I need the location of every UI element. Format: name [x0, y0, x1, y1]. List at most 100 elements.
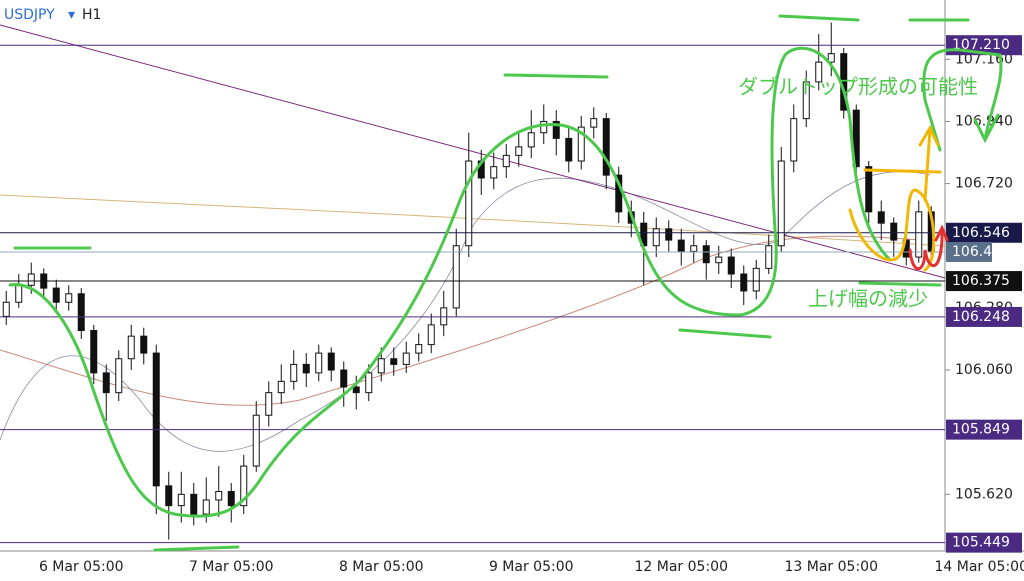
candle-body	[290, 363, 298, 382]
candle-body	[240, 465, 248, 507]
candle-body	[2, 301, 10, 317]
candle-body	[452, 245, 460, 309]
candle-body	[465, 160, 473, 247]
x-tick-label: 9 Mar 05:00	[489, 559, 574, 575]
candle-body	[277, 380, 285, 394]
candle-body	[515, 146, 523, 156]
moving-average	[0, 194, 946, 247]
candle-body	[402, 352, 410, 365]
down-arrow	[922, 48, 1003, 152]
candle-body	[490, 166, 498, 179]
dropdown-icon[interactable]: ▾	[68, 7, 75, 23]
candle-body	[52, 287, 60, 303]
annotation: 上げ幅の減少	[808, 287, 928, 311]
candle-body	[365, 372, 373, 394]
candle-body	[777, 160, 785, 247]
candle-body	[15, 284, 23, 303]
red-sketch	[908, 224, 949, 271]
candle-body	[315, 352, 323, 374]
y-tick-label: 106.720	[955, 176, 1013, 192]
candle-body	[502, 154, 510, 168]
candle-body	[152, 352, 160, 487]
price-axis: 107.160106.940106.720106.280106.060105.6…	[945, 35, 1022, 553]
price-level-label: 106.375	[952, 273, 1010, 289]
y-tick-label: 106.940	[955, 113, 1013, 129]
candle-body	[340, 369, 348, 388]
candle-body	[427, 324, 435, 346]
price-level-label: 106.248	[952, 309, 1010, 325]
candle-body	[127, 335, 135, 360]
candle-body	[190, 493, 198, 515]
price-level-label: 107.210	[952, 37, 1010, 53]
symbol: USDJPY	[4, 7, 55, 23]
y-tick-label: 106.060	[955, 362, 1013, 378]
candle-body	[202, 499, 210, 515]
price-level-box	[946, 271, 1022, 292]
candle-body	[415, 344, 423, 354]
candle-body	[440, 307, 448, 326]
price-level-box	[946, 222, 1022, 243]
x-tick-label: 6 Mar 05:00	[39, 559, 124, 575]
candle-body	[540, 120, 548, 134]
candle-body	[827, 53, 835, 63]
candle-body	[690, 245, 698, 252]
candle-body	[102, 372, 110, 394]
candle-body	[602, 118, 610, 176]
price-level-box	[946, 306, 1022, 327]
candle-body	[77, 293, 85, 331]
candle-body	[252, 414, 260, 467]
yellow-sketch	[848, 124, 942, 272]
candle-body	[740, 273, 748, 292]
last-price-label: 106.478	[952, 244, 1010, 260]
candle-body	[877, 211, 885, 224]
price-level-box	[946, 532, 1022, 553]
candle-body	[677, 239, 685, 252]
last-price-box	[946, 241, 992, 262]
candle-body	[815, 61, 823, 83]
candle-body	[790, 118, 798, 162]
candle-body	[377, 358, 385, 374]
candle-body	[227, 491, 235, 507]
timeframe: H1	[82, 7, 101, 23]
candle-body	[715, 256, 723, 264]
candle-body	[352, 386, 360, 394]
plot	[0, 22, 945, 544]
candle-body	[140, 335, 148, 354]
candle-body	[765, 245, 773, 269]
candle-body	[27, 273, 35, 286]
x-tick-label: 14 Mar 05:00	[935, 559, 1024, 575]
candle-body	[590, 118, 598, 128]
price-level-box	[946, 419, 1022, 440]
candle-body	[915, 211, 923, 258]
candle-body	[727, 256, 735, 275]
candle-body	[890, 222, 898, 241]
candle-body	[115, 358, 123, 394]
candle-body	[552, 120, 560, 139]
candle-body	[527, 132, 535, 148]
candle-body	[665, 228, 673, 241]
candle-body	[90, 329, 98, 374]
x-tick-label: 8 Mar 05:00	[339, 559, 424, 575]
price-level-label: 105.849	[952, 422, 1010, 438]
candle-body	[302, 363, 310, 374]
candle-body	[265, 392, 273, 416]
wave-sketch	[8, 46, 892, 518]
candle-body	[652, 228, 660, 247]
candle-body	[702, 245, 710, 264]
hand-drawing	[8, 14, 1003, 552]
candle-body	[165, 485, 173, 507]
candle-body	[752, 267, 760, 292]
price-level-label: 106.546	[952, 225, 1010, 241]
candle-body	[865, 166, 873, 213]
candle-body	[327, 352, 335, 371]
candle-body	[390, 358, 398, 365]
candle-body	[802, 81, 810, 120]
candle-body	[65, 293, 73, 303]
x-tick-label: 12 Mar 05:00	[635, 559, 728, 575]
candle-body	[565, 137, 573, 162]
candle-body	[215, 491, 223, 501]
annotation: ダブルトップ形成の可能性	[738, 75, 978, 99]
